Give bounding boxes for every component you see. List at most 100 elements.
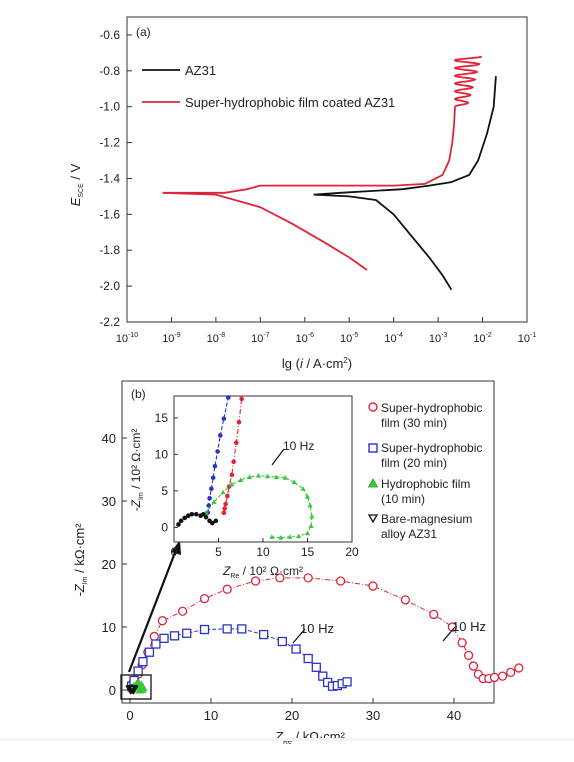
inset-y-axis-label: -ZIm / 10² Ω·cm² [129,429,145,512]
curves-a [162,55,497,291]
inset-series-line [205,475,313,539]
data-point [222,584,232,594]
panel-label-a: (a) [136,25,151,39]
x-tick-label-a: 10-6 [296,332,315,345]
data-point [237,624,247,634]
panel-label-b: (b) [131,387,146,401]
inset-x-tick-label: 5 [215,545,222,559]
data-point [447,622,458,632]
inset-series [176,395,315,540]
x-tick-label-a: 10-4 [384,332,403,345]
data-point [303,653,313,664]
series-1-branch-0 [162,106,456,194]
inset-data-point [308,523,314,528]
x-tick-label-a: 10-1 [518,332,537,345]
x-tick-label-a: 10-8 [207,332,226,345]
data-point [258,629,269,640]
x-tick-label-a: 10-10 [116,332,138,345]
y-tick-label-a: -1.0 [99,100,120,114]
data-point [149,631,159,642]
y-tick-label-a: -1.2 [99,136,120,150]
inset-data-point [307,502,313,508]
inset-x-tick-label: 0 [171,545,178,559]
data-point [311,662,321,672]
inset-data-point [182,515,187,521]
plot-frame-b [121,380,495,704]
data-point [318,671,328,681]
data-point [400,595,411,605]
zoom-arrow [127,549,178,673]
y-axis-label-a: ESCE / V [68,163,85,206]
annotation-10hz-20min: 10 Hz [292,621,334,644]
inset-data-point [212,463,218,469]
potentiodynamic-polarization-chart: (a) -0.6 -0.8 -1.0 -1.2 -1.4 -1.6 -1.8 -2.0 -2.2… [68,16,537,371]
y-tick-label-b: 0 [109,683,116,698]
inset-series-line [223,398,243,513]
y-axis-label-b: -ZIm / kΩ·cm² [72,523,89,597]
x-axis-label-a: lg (i / A·cm2) [282,356,352,371]
inset-data-point [221,416,227,421]
inset-data-point [231,459,236,465]
inset-data-point [269,534,275,539]
data-point [138,657,148,667]
data-point [159,633,169,643]
inset-y-tick-label: 10 [155,447,169,461]
inset-frame [173,395,353,543]
inset-data-point [273,474,279,480]
data-point [182,628,192,638]
inset-data-point [217,433,223,438]
data-point [177,606,188,616]
inset-data-point [176,522,181,527]
inset-data-point [300,486,306,491]
data-point [457,638,467,648]
data-point [497,671,508,681]
x-tick-label-a: 10-7 [251,332,270,345]
inset-data-point [291,479,297,485]
inset-x-tick-label: 20 [345,545,359,559]
inset-data-point [264,473,271,479]
series-triangle-down [125,684,139,695]
x-tick-label-a: 10-5 [340,332,359,345]
data-point [514,663,524,673]
data-point [151,639,161,649]
inset-data-point [209,520,215,526]
y-tick-label-b: 10 [102,620,116,635]
y-tick-label-a: -1.4 [99,171,120,185]
inset-data-point [278,535,284,540]
data-point [169,631,180,641]
svg-text:Hydrophobic film(10 min): Hydrophobic film (10 min) [381,477,470,506]
x-tick-label-b: 20 [285,708,299,723]
inset-y-tick-label: 15 [155,411,169,425]
x-tick-label-b: 30 [366,708,380,723]
svg-text:10 Hz: 10 Hz [300,621,334,636]
inset-data-point [206,503,212,508]
inset-data-point [238,477,244,482]
inset-x-tick-label: 15 [301,545,315,559]
series-triangle [127,679,148,694]
legend-item-20min: Super-hydrophobic film (20 min) [368,441,482,470]
inset-data-point [185,513,191,519]
inset-data-point [255,472,262,478]
y-tick-label-b: 20 [102,557,116,572]
data-point [199,624,210,635]
inset-axis-ticks [173,417,353,542]
inset-data-point [229,481,235,487]
inset-data-point [213,518,219,524]
y-tick-label-a: -1.6 [99,207,120,221]
inset-data-point [247,474,253,480]
data-point [506,667,516,678]
inset-series-circle [221,396,244,516]
series-0-branch-1 [313,193,453,291]
inset-data-point [287,534,293,539]
data-point [335,576,346,586]
inset-chart: 0 5 10 15 0 5 10 15 20 10 Hz -ZIm / 10² Ω·cm² Z… [129,395,359,580]
y-tick-label-a: -0.8 [99,64,120,78]
data-point [291,644,301,654]
inset-data-point [234,440,239,446]
legend-label-coated: Super-hydrophobic film coated AZ31 [185,95,395,110]
data-point [275,573,285,583]
zoom-region-box [120,674,152,700]
inset-x-tick-labels: 0 5 10 15 20 [171,545,359,559]
data-point [303,573,313,583]
